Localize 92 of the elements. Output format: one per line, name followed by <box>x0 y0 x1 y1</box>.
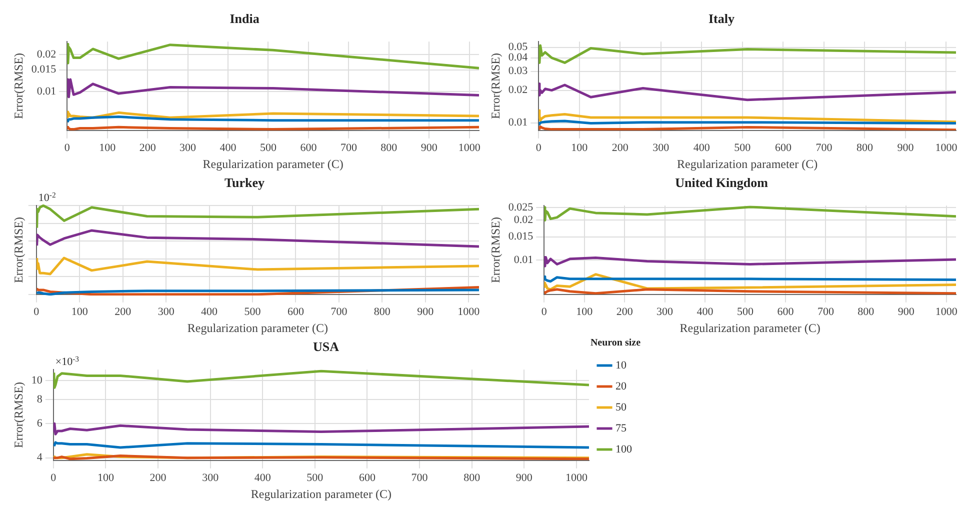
x-tick-label: 300 <box>652 142 670 154</box>
x-tick-label: 500 <box>734 142 752 154</box>
y-axis-title: Error(RMSE) <box>11 217 26 283</box>
x-tick-label: 1000 <box>935 142 958 154</box>
x-tick-label: 900 <box>898 306 915 318</box>
x-tick-label: 100 <box>71 306 88 318</box>
x-tick-label: 900 <box>897 142 914 154</box>
x-tick-label: 600 <box>358 472 376 484</box>
chart-title: India <box>230 11 260 26</box>
legend-label: 50 <box>616 401 627 414</box>
x-axis-title: Regularization parameter (C) <box>680 320 820 335</box>
x-tick-label: 300 <box>202 472 220 484</box>
x-tick-label: 200 <box>612 142 629 154</box>
y-tick-label: 0.02 <box>514 214 534 226</box>
x-tick-label: 300 <box>180 142 197 154</box>
x-tick-label: 500 <box>260 142 277 154</box>
x-tick-label: 0 <box>541 306 548 318</box>
chart-title: Turkey <box>224 175 265 190</box>
x-tick-label: 700 <box>817 306 834 318</box>
y-tick-label: 0.025 <box>508 201 534 214</box>
x-tick-label: 600 <box>777 306 794 318</box>
legend-label: 10 <box>616 359 627 372</box>
x-tick-label: 300 <box>158 306 175 318</box>
x-tick-label: 100 <box>571 142 588 154</box>
x-tick-label: 900 <box>420 142 438 154</box>
chart-title: United Kingdom <box>675 175 768 190</box>
x-tick-label: 200 <box>616 306 634 318</box>
x-tick-label: 100 <box>99 142 116 154</box>
x-tick-label: 900 <box>516 472 533 484</box>
x-tick-label: 0 <box>64 142 70 154</box>
x-tick-label: 0 <box>536 142 542 154</box>
x-tick-label: 800 <box>374 306 391 318</box>
x-tick-label: 400 <box>254 472 272 484</box>
chart-title: Italy <box>708 11 735 26</box>
y-tick-label: 4 <box>36 452 43 464</box>
x-tick-label: 400 <box>220 142 237 154</box>
x-axis-title: Regularization parameter (C) <box>202 156 344 171</box>
x-tick-label: 400 <box>693 142 710 154</box>
x-tick-label: 200 <box>139 142 156 154</box>
x-tick-label: 0 <box>50 472 57 484</box>
chart-title: USA <box>312 339 340 354</box>
y-tick-label: 0.01 <box>36 85 56 98</box>
y-tick-label: 0.02 <box>36 48 56 60</box>
x-tick-label: 800 <box>380 142 398 154</box>
x-tick-label: 800 <box>856 142 874 154</box>
x-tick-label: 700 <box>411 472 428 484</box>
y-tick-label: 0.01 <box>514 254 534 266</box>
y-tick-label: 0.05 <box>508 41 528 54</box>
x-tick-label: 800 <box>464 472 481 484</box>
x-axis-title: Regularization parameter (C) <box>250 486 392 501</box>
x-tick-label: 700 <box>340 142 358 154</box>
x-tick-label: 500 <box>306 472 324 484</box>
y-tick-label: 10 <box>31 374 43 387</box>
y-tick-label: 0.015 <box>508 230 534 243</box>
x-tick-label: 300 <box>656 306 674 318</box>
x-tick-label: 400 <box>201 306 218 318</box>
legend-label: 75 <box>616 422 627 434</box>
legend-label: 20 <box>616 380 627 392</box>
x-tick-label: 1000 <box>565 472 588 484</box>
y-tick-label: 6 <box>36 418 43 430</box>
x-tick-label: 1000 <box>458 142 481 154</box>
x-axis-title: Regularization parameter (C) <box>187 320 328 335</box>
x-tick-label: 1000 <box>458 306 480 318</box>
x-tick-label: 700 <box>816 142 833 154</box>
x-tick-label: 900 <box>417 306 434 318</box>
legend-title: Neuron size <box>590 338 642 349</box>
x-tick-label: 100 <box>97 472 114 484</box>
y-axis-title: Error(RMSE) <box>11 53 26 119</box>
x-tick-label: 400 <box>696 306 714 318</box>
x-tick-label: 500 <box>244 306 262 318</box>
x-tick-label: 0 <box>34 306 40 318</box>
y-tick-label: 0.03 <box>508 65 528 78</box>
x-tick-label: 100 <box>576 306 594 318</box>
x-tick-label: 200 <box>114 306 132 318</box>
y-axis-title: Error(RMSE) <box>488 53 502 119</box>
x-tick-label: 800 <box>858 306 875 318</box>
y-tick-label: 8 <box>36 393 43 406</box>
legend-label: 100 <box>616 443 632 456</box>
x-tick-label: 1000 <box>935 306 958 318</box>
x-axis-title: Regularization parameter (C) <box>677 156 818 171</box>
x-tick-label: 600 <box>774 142 792 154</box>
x-tick-label: 600 <box>287 306 304 318</box>
y-tick-label: 0.01 <box>508 116 528 129</box>
y-tick-label: 0.02 <box>508 84 528 96</box>
y-axis-title: Error(RMSE) <box>11 382 26 448</box>
x-tick-label: 500 <box>737 306 754 318</box>
x-tick-label: 200 <box>150 472 167 484</box>
x-tick-label: 700 <box>330 306 348 318</box>
y-tick-label: 0.015 <box>31 64 57 76</box>
x-tick-label: 600 <box>300 142 318 154</box>
y-axis-title: Error(RMSE) <box>488 217 502 283</box>
y-tick-label: 0.04 <box>508 52 528 64</box>
